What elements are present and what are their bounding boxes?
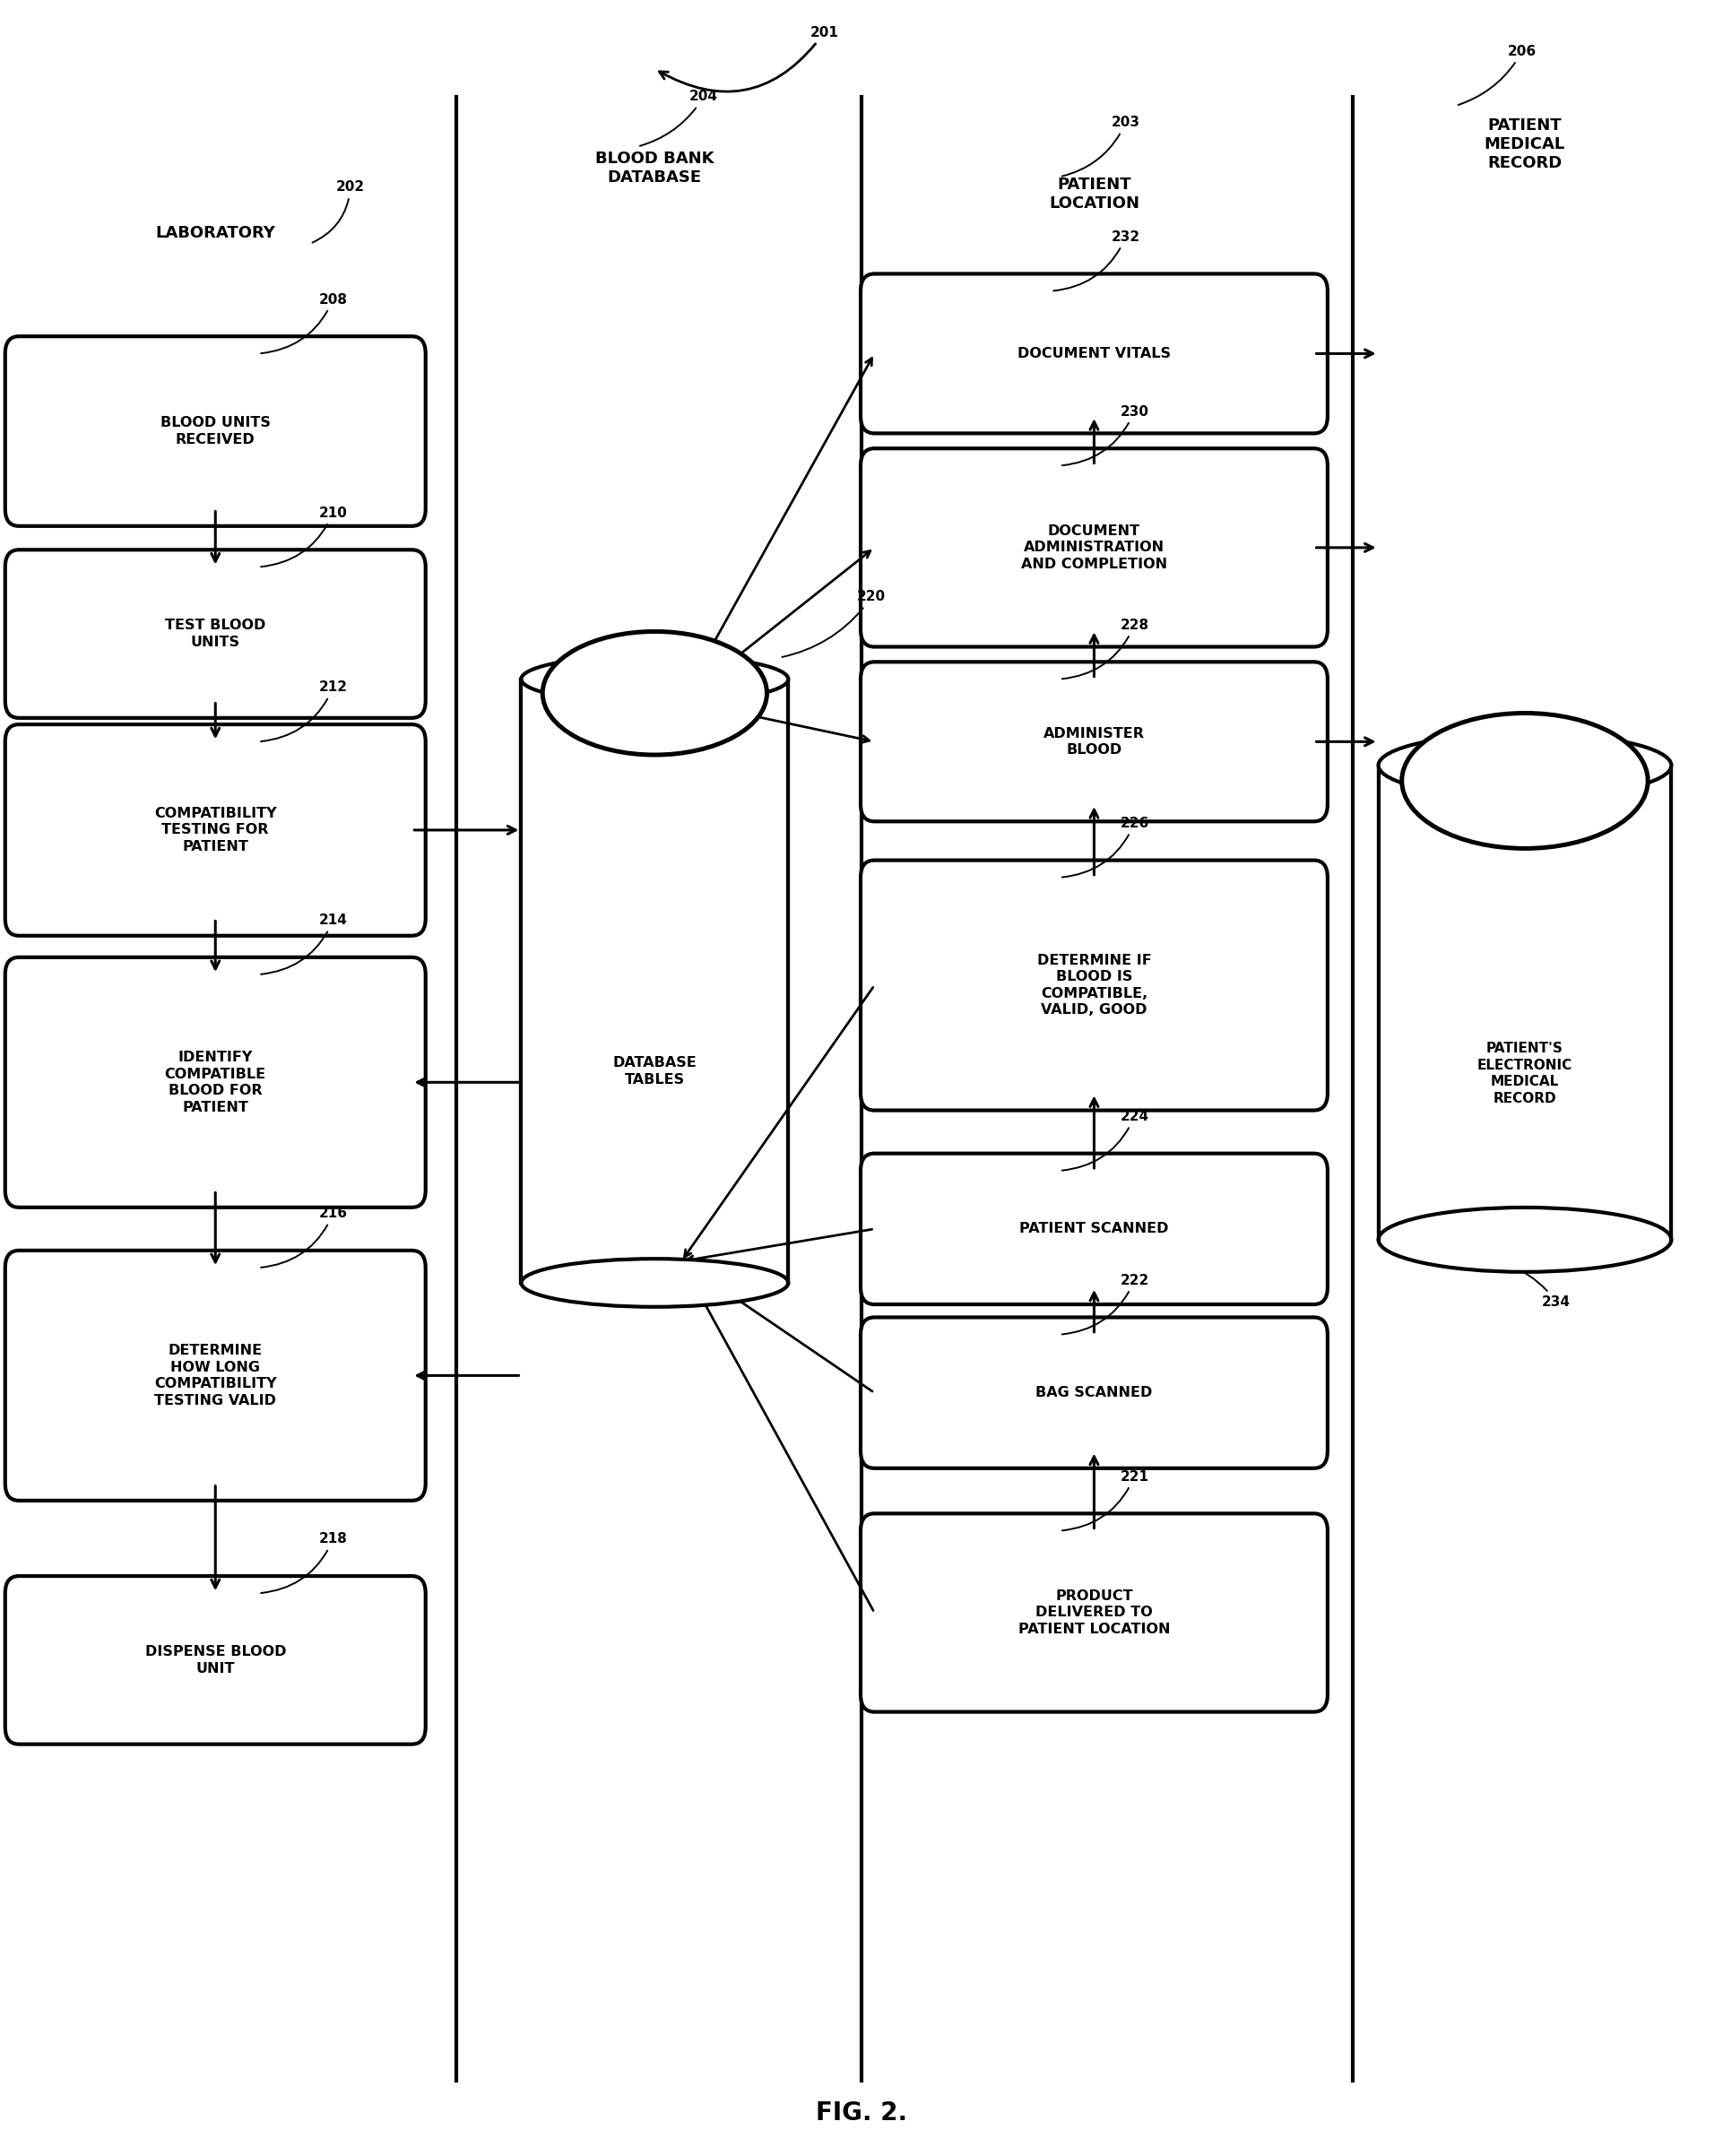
- FancyBboxPatch shape: [5, 336, 426, 526]
- FancyBboxPatch shape: [5, 957, 426, 1207]
- Ellipse shape: [1378, 1207, 1671, 1272]
- FancyBboxPatch shape: [5, 724, 426, 936]
- Text: DETERMINE
HOW LONG
COMPATIBILITY
TESTING VALID: DETERMINE HOW LONG COMPATIBILITY TESTING…: [153, 1343, 277, 1408]
- FancyBboxPatch shape: [5, 1250, 426, 1501]
- Ellipse shape: [520, 655, 789, 703]
- Text: TEST BLOOD
UNITS: TEST BLOOD UNITS: [165, 619, 265, 649]
- Text: 208: 208: [260, 293, 348, 354]
- FancyBboxPatch shape: [862, 1317, 1328, 1468]
- Text: 210: 210: [260, 507, 348, 567]
- Text: BLOOD UNITS
RECEIVED: BLOOD UNITS RECEIVED: [160, 416, 271, 446]
- FancyBboxPatch shape: [862, 448, 1328, 647]
- Text: BLOOD BANK
DATABASE: BLOOD BANK DATABASE: [596, 151, 713, 185]
- FancyBboxPatch shape: [5, 550, 426, 718]
- Text: 216: 216: [260, 1207, 348, 1268]
- Text: DETERMINE IF
BLOOD IS
COMPATIBLE,
VALID, GOOD: DETERMINE IF BLOOD IS COMPATIBLE, VALID,…: [1037, 953, 1151, 1018]
- Ellipse shape: [520, 1259, 789, 1307]
- Ellipse shape: [1378, 733, 1671, 798]
- Ellipse shape: [520, 655, 789, 703]
- Text: PATIENT'S
ELECTRONIC
MEDICAL
RECORD: PATIENT'S ELECTRONIC MEDICAL RECORD: [1477, 1041, 1573, 1106]
- Text: DOCUMENT
ADMINISTRATION
AND COMPLETION: DOCUMENT ADMINISTRATION AND COMPLETION: [1022, 524, 1166, 571]
- Ellipse shape: [543, 632, 767, 755]
- Text: 201: 201: [660, 26, 839, 91]
- Text: 220: 220: [782, 591, 886, 658]
- Text: 214: 214: [260, 914, 348, 975]
- Text: PATIENT SCANNED: PATIENT SCANNED: [1020, 1222, 1168, 1235]
- FancyBboxPatch shape: [5, 1576, 426, 1744]
- FancyBboxPatch shape: [862, 1153, 1328, 1304]
- Text: DOCUMENT VITALS: DOCUMENT VITALS: [1018, 347, 1170, 360]
- Ellipse shape: [1403, 714, 1647, 849]
- Text: 234: 234: [1458, 1259, 1571, 1309]
- Text: 224: 224: [1061, 1110, 1149, 1171]
- Text: PRODUCT
DELIVERED TO
PATIENT LOCATION: PRODUCT DELIVERED TO PATIENT LOCATION: [1018, 1589, 1170, 1636]
- FancyBboxPatch shape: [862, 274, 1328, 433]
- Text: COMPATIBILITY
TESTING FOR
PATIENT: COMPATIBILITY TESTING FOR PATIENT: [153, 806, 277, 854]
- Text: 218: 218: [260, 1533, 348, 1593]
- Ellipse shape: [1403, 714, 1647, 849]
- FancyBboxPatch shape: [862, 662, 1328, 821]
- Text: BAG SCANNED: BAG SCANNED: [1036, 1386, 1153, 1399]
- Text: 222: 222: [1061, 1274, 1149, 1335]
- Text: 204: 204: [639, 91, 718, 147]
- FancyBboxPatch shape: [862, 1514, 1328, 1712]
- Text: 212: 212: [260, 681, 348, 742]
- Bar: [1378, 765, 1671, 1240]
- FancyBboxPatch shape: [862, 860, 1328, 1110]
- Text: PATIENT
MEDICAL
RECORD: PATIENT MEDICAL RECORD: [1485, 119, 1564, 170]
- Ellipse shape: [1378, 733, 1671, 798]
- Text: ADMINISTER
BLOOD: ADMINISTER BLOOD: [1044, 727, 1144, 757]
- Text: 230: 230: [1061, 405, 1149, 466]
- Text: 202: 202: [312, 181, 365, 244]
- Text: PATIENT
LOCATION: PATIENT LOCATION: [1049, 177, 1139, 211]
- Text: DISPENSE BLOOD
UNIT: DISPENSE BLOOD UNIT: [145, 1645, 286, 1675]
- Text: 206: 206: [1458, 45, 1537, 106]
- Ellipse shape: [543, 632, 767, 755]
- Text: 228: 228: [1061, 619, 1149, 679]
- Text: FIG. 2.: FIG. 2.: [815, 2100, 908, 2126]
- Text: 226: 226: [1061, 817, 1149, 877]
- Text: 203: 203: [1061, 116, 1141, 177]
- Text: LABORATORY: LABORATORY: [155, 224, 276, 241]
- Text: 232: 232: [1053, 231, 1141, 291]
- Bar: [520, 679, 789, 1283]
- Text: DATABASE
TABLES: DATABASE TABLES: [613, 1056, 696, 1087]
- Text: 221: 221: [1061, 1470, 1149, 1531]
- Text: IDENTIFY
COMPATIBLE
BLOOD FOR
PATIENT: IDENTIFY COMPATIBLE BLOOD FOR PATIENT: [165, 1050, 265, 1115]
